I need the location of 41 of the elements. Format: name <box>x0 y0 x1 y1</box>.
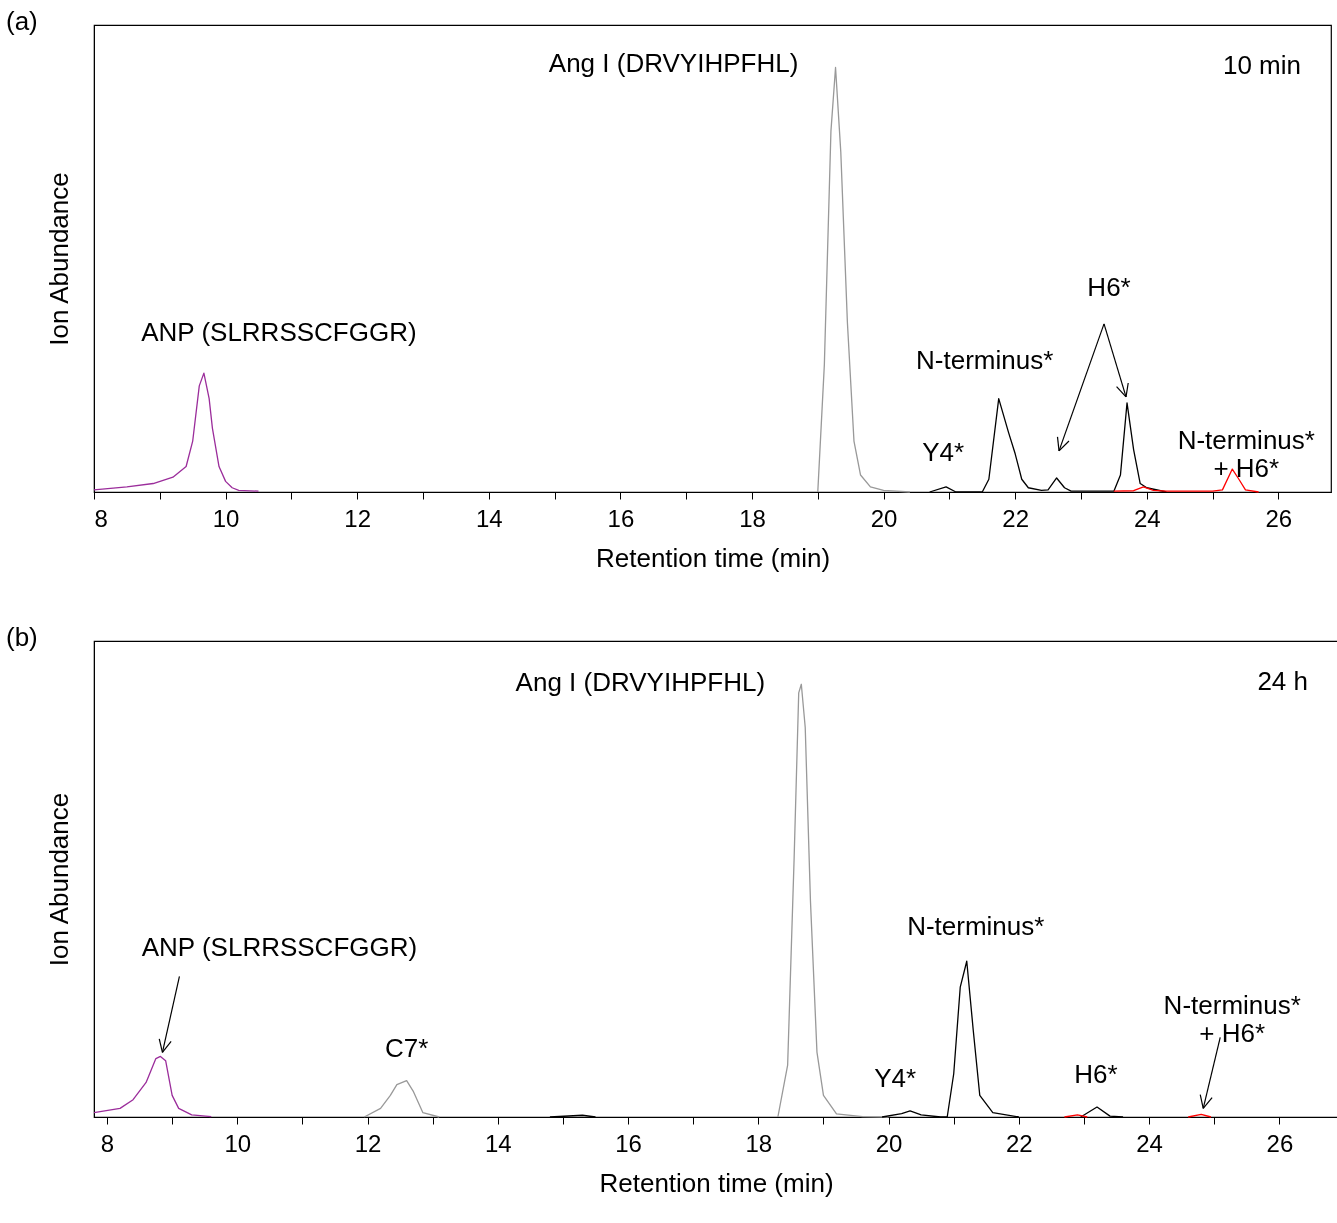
chart-title: (a) <box>6 6 38 36</box>
annotation: 24 h <box>1257 666 1308 696</box>
x-tick-label: 14 <box>475 504 503 532</box>
annotation: N-terminus* + H6* <box>1163 990 1301 1049</box>
x-tick-label: 26 <box>1266 1129 1294 1157</box>
annotation: H6* <box>1087 271 1131 302</box>
x-tick-label: 20 <box>875 1129 903 1157</box>
y-axis-title: Ion Abundance <box>43 172 74 346</box>
annotation: N-terminus* + H6* <box>1177 425 1315 484</box>
annotation: Ang I (DRVYIHPFHL) <box>548 48 799 79</box>
x-tick-label: 24 <box>1136 1129 1163 1157</box>
annotation: 10 min <box>1222 50 1301 80</box>
annotation: Ang I (DRVYIHPFHL) <box>515 667 766 698</box>
annotation: H6* <box>1074 1059 1118 1090</box>
annotation: Y4* <box>874 1062 917 1093</box>
x-tick-label: 10 <box>224 1129 252 1157</box>
x-axis-title: Retention time (min) <box>595 542 831 573</box>
x-tick-label: 18 <box>739 504 766 532</box>
x-axis-title: Retention time (min) <box>599 1167 834 1198</box>
x-tick-label: 12 <box>344 504 372 532</box>
x-tick-label: 26 <box>1265 504 1293 532</box>
x-tick-label: 8 <box>100 1129 115 1157</box>
annotation: ANP (SLRRSSCFGGR) <box>141 932 418 963</box>
x-tick-label: 10 <box>212 504 240 532</box>
y-axis-title: Ion Abundance <box>43 792 74 967</box>
annotation: C7* <box>384 1032 429 1063</box>
x-tick-label: 20 <box>870 504 898 532</box>
x-tick-label: 8 <box>94 504 108 532</box>
x-tick-label: 24 <box>1133 504 1161 532</box>
x-tick-label: 18 <box>745 1129 773 1157</box>
x-tick-label: 16 <box>607 504 635 532</box>
chart-title: (b) <box>6 622 38 652</box>
annotation: ANP (SLRRSSCFGGR) <box>141 317 417 348</box>
annotation: N-terminus* <box>916 344 1054 375</box>
x-tick-label: 16 <box>615 1129 642 1157</box>
x-tick-label: 14 <box>484 1129 512 1157</box>
x-tick-label: 22 <box>1006 1129 1033 1157</box>
annotation: Y4* <box>922 436 965 467</box>
x-tick-label: 12 <box>354 1129 382 1157</box>
x-tick-label: 22 <box>1002 504 1030 532</box>
annotation: N-terminus* <box>907 911 1045 942</box>
